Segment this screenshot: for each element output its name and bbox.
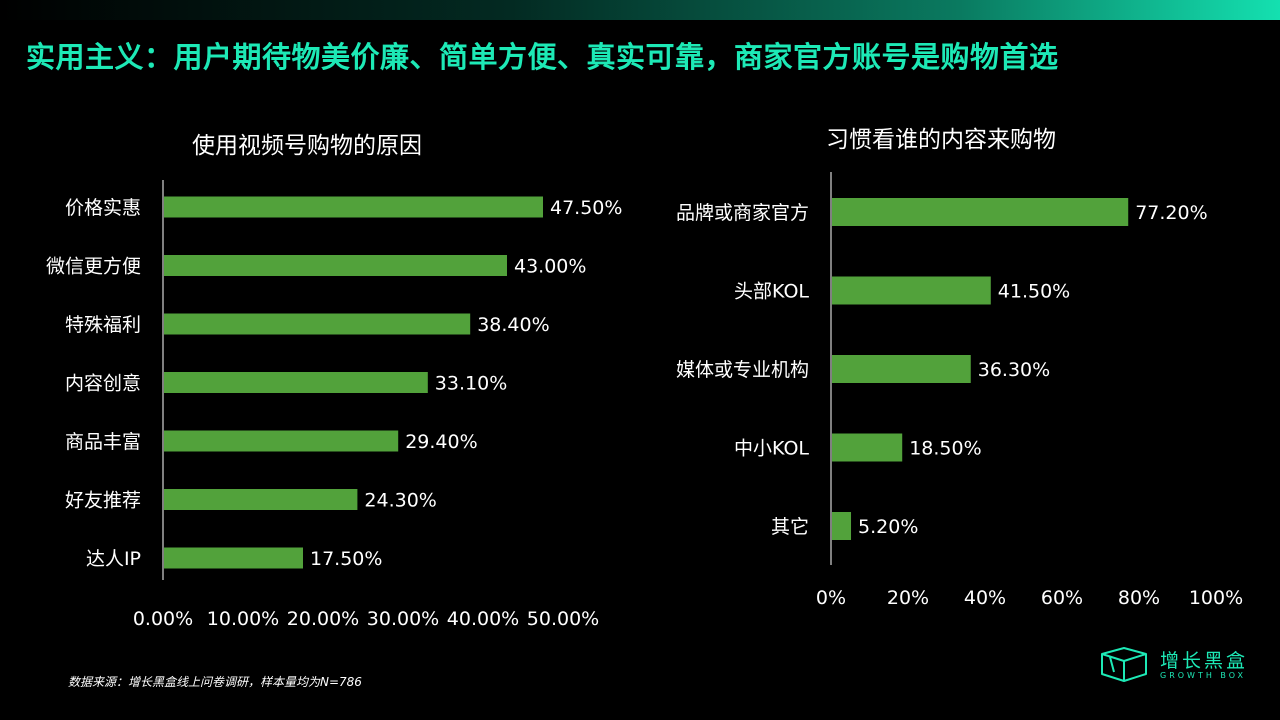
bar <box>164 547 303 569</box>
chart-title-sources: 习惯看谁的内容来购物 <box>826 127 1056 153</box>
category-label: 头部KOL <box>734 281 809 303</box>
data-label: 47.50% <box>550 197 622 219</box>
category-label: 商品丰富 <box>65 431 141 453</box>
category-label: 好友推荐 <box>65 490 141 512</box>
bar <box>832 276 991 305</box>
category-label: 价格实惠 <box>65 197 141 219</box>
category-label: 中小KOL <box>734 438 809 460</box>
x-tick-label: 80% <box>1118 587 1160 609</box>
category-label: 媒体或专业机构 <box>676 359 809 381</box>
logo-name: 增长黑盒 <box>1160 650 1249 672</box>
data-source-footnote: 数据来源：增长黑盒线上问卷调研，样本量均为N=786 <box>68 675 362 689</box>
x-tick-label: 0% <box>816 587 846 609</box>
category-label: 微信更方便 <box>46 256 141 278</box>
data-label: 29.40% <box>405 431 477 453</box>
category-label: 达人IP <box>86 548 141 570</box>
box-icon <box>1101 647 1147 682</box>
data-label: 33.10% <box>435 373 507 395</box>
category-label: 品牌或商家官方 <box>676 202 809 224</box>
bar <box>832 512 852 540</box>
x-tick-label: 100% <box>1189 587 1243 609</box>
page-headline: 实用主义：用户期待物美价廉、简单方便、真实可靠，商家官方账号是购物首选 <box>26 40 1059 74</box>
bar <box>164 313 471 335</box>
x-tick-label: 10.00% <box>207 608 279 630</box>
bar <box>832 433 903 462</box>
data-label: 18.50% <box>909 438 981 460</box>
x-tick-label: 40% <box>964 587 1006 609</box>
top-gradient-bar <box>0 0 1280 20</box>
data-label: 17.50% <box>310 548 382 570</box>
bar <box>164 255 507 276</box>
bar <box>832 198 1129 226</box>
logo-subtitle: GROWTH BOX <box>1160 671 1247 680</box>
data-label: 41.50% <box>998 281 1070 303</box>
chart-title-reasons: 使用视频号购物的原因 <box>192 133 422 159</box>
growth-box-logo: 增长黑盒 GROWTH BOX <box>1098 644 1258 684</box>
x-tick-label: 60% <box>1041 587 1083 609</box>
bar <box>832 355 971 383</box>
category-label: 内容创意 <box>65 373 141 395</box>
data-label: 5.20% <box>858 516 918 538</box>
data-label: 36.30% <box>978 359 1050 381</box>
x-tick-label: 20.00% <box>287 608 359 630</box>
data-label: 77.20% <box>1135 202 1207 224</box>
x-tick-label: 20% <box>887 587 929 609</box>
x-tick-label: 30.00% <box>367 608 439 630</box>
x-tick-label: 40.00% <box>447 608 519 630</box>
bar <box>164 372 428 393</box>
category-label: 特殊福利 <box>65 314 141 336</box>
data-label: 24.30% <box>364 490 436 512</box>
data-label: 38.40% <box>477 314 549 336</box>
x-tick-label: 50.00% <box>527 608 599 630</box>
bar <box>164 489 358 510</box>
bar <box>164 196 543 218</box>
data-label: 43.00% <box>514 256 586 278</box>
x-tick-label: 0.00% <box>133 608 193 630</box>
category-label: 其它 <box>771 516 809 538</box>
bar <box>164 430 399 452</box>
